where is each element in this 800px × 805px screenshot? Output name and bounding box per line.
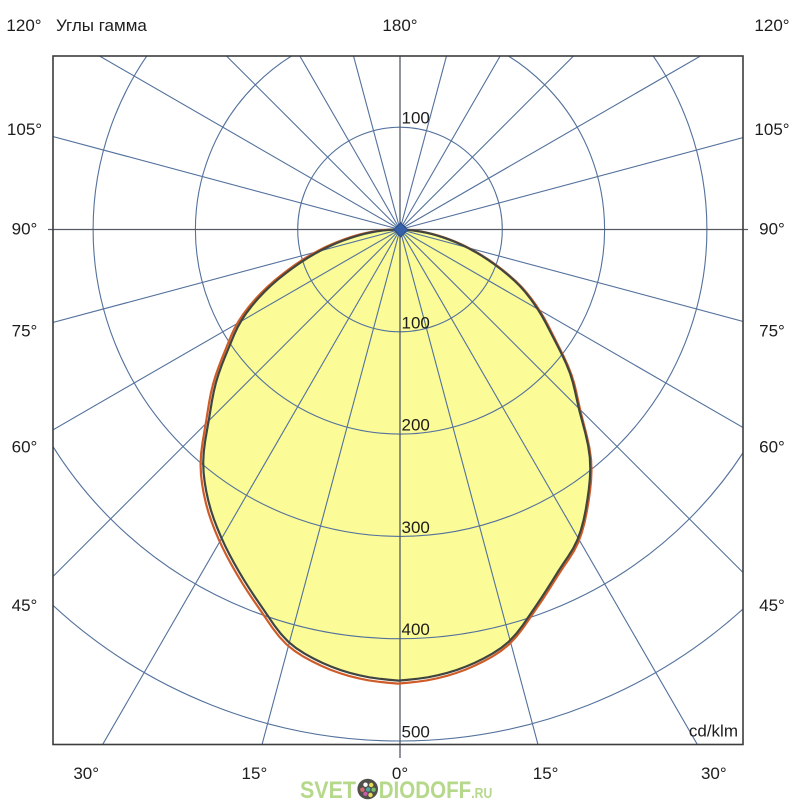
svg-text:60°: 60°: [12, 438, 38, 457]
svg-text:120°: 120°: [754, 16, 789, 35]
svg-text:45°: 45°: [12, 596, 38, 615]
svg-text:cd/klm: cd/klm: [689, 722, 738, 741]
svg-text:500: 500: [402, 723, 430, 742]
svg-text:30°: 30°: [73, 764, 99, 783]
svg-text:100: 100: [402, 313, 430, 332]
svg-text:75°: 75°: [12, 321, 38, 340]
svg-text:90°: 90°: [12, 220, 38, 239]
svg-text:400: 400: [402, 620, 430, 639]
svg-text:Углы гамма: Углы гамма: [56, 16, 147, 35]
svg-text:15°: 15°: [242, 764, 268, 783]
svg-text:180°: 180°: [382, 16, 417, 35]
svg-text:100: 100: [402, 109, 430, 128]
svg-text:45°: 45°: [759, 596, 785, 615]
svg-text:90°: 90°: [759, 220, 785, 239]
svg-text:15°: 15°: [533, 764, 559, 783]
svg-text:60°: 60°: [759, 438, 785, 457]
svg-text:105°: 105°: [7, 120, 42, 139]
svg-text:SVET: SVET: [300, 777, 356, 800]
svg-text:300: 300: [402, 518, 430, 537]
svg-text:DIODOFF: DIODOFF: [379, 777, 472, 800]
svg-text:75°: 75°: [759, 321, 785, 340]
svg-text:120°: 120°: [6, 16, 41, 35]
svg-text:0°: 0°: [392, 764, 408, 783]
svg-text:105°: 105°: [754, 120, 789, 139]
svg-text:200: 200: [402, 416, 430, 435]
svg-text:.RU: .RU: [471, 785, 492, 800]
svg-text:30°: 30°: [701, 764, 727, 783]
